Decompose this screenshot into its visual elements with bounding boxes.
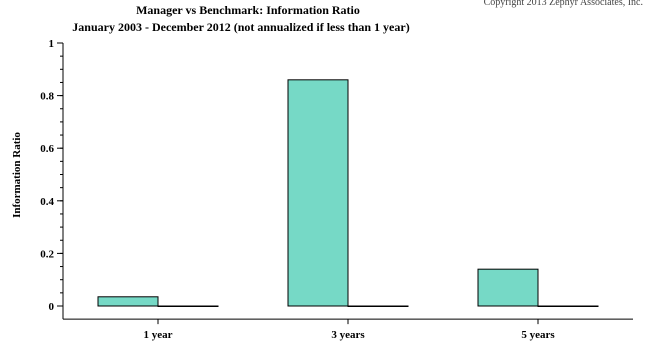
y-tick-label: 1 (49, 38, 55, 50)
y-tick-label: 0.2 (40, 248, 54, 260)
bar-series-1 (477, 268, 539, 307)
bar-series-2 (347, 305, 409, 307)
plot-area: 0 0.2 0.4 0.6 0.8 1 1 year 3 years 5 years (40, 38, 633, 341)
corner-note: Copyright 2013 Zephyr Associates, Inc. (484, 0, 643, 8)
chart-subtitle: January 2003 - December 2012 (not annual… (72, 20, 409, 34)
x-category-label: 3 years (331, 329, 365, 341)
bar-series-2 (537, 305, 599, 307)
y-tick-label: 0.4 (40, 196, 54, 208)
y-tick-label: 0 (49, 301, 55, 313)
y-tick-label: 0.6 (40, 143, 54, 155)
bar-series-1 (97, 296, 159, 307)
y-tick-label: 0.8 (40, 91, 54, 103)
bar-series-2 (157, 305, 219, 307)
bar-series-1 (287, 79, 349, 307)
x-category-label: 1 year (143, 329, 172, 341)
chart-title: Manager vs Benchmark: Information Ratio (136, 3, 360, 17)
x-category-label: 5 years (521, 329, 555, 341)
y-axis-title: Information Ratio (11, 132, 23, 218)
